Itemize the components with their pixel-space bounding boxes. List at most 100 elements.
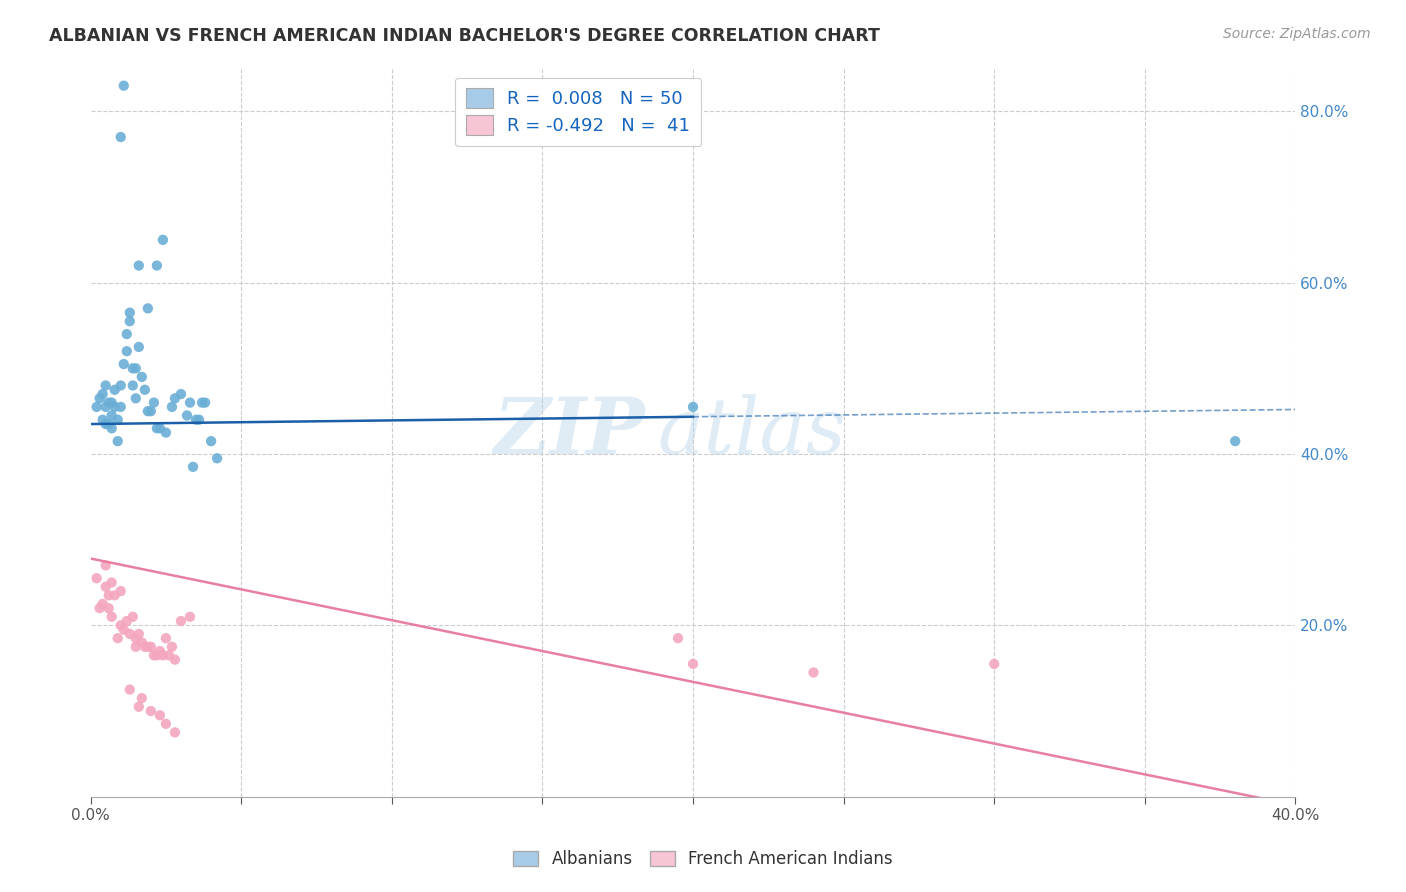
Point — [149, 708, 172, 723]
Point — [125, 640, 148, 654]
Point — [100, 395, 122, 409]
Point — [112, 623, 135, 637]
Point — [118, 314, 141, 328]
Point — [91, 597, 114, 611]
Point — [152, 648, 174, 663]
Point — [200, 434, 222, 449]
Point — [94, 400, 117, 414]
Point — [803, 665, 825, 680]
Point — [107, 631, 129, 645]
Point — [107, 413, 129, 427]
Point — [146, 648, 169, 663]
Point — [97, 417, 120, 431]
Point — [86, 400, 108, 414]
Point — [139, 404, 162, 418]
Point — [115, 327, 138, 342]
Point — [104, 400, 127, 414]
Point — [179, 609, 201, 624]
Point — [112, 357, 135, 371]
Point — [155, 631, 177, 645]
Point — [131, 370, 153, 384]
Point — [125, 361, 148, 376]
Point — [104, 588, 127, 602]
Point — [128, 259, 150, 273]
Point — [128, 627, 150, 641]
Point — [97, 601, 120, 615]
Point — [155, 717, 177, 731]
Point — [176, 409, 198, 423]
Point — [157, 648, 180, 663]
Point — [91, 387, 114, 401]
Point — [139, 704, 162, 718]
Point — [146, 259, 169, 273]
Point — [142, 395, 165, 409]
Point — [94, 558, 117, 573]
Point — [149, 644, 172, 658]
Point — [188, 413, 211, 427]
Point — [86, 571, 108, 585]
Point — [100, 409, 122, 423]
Point — [170, 614, 193, 628]
Point — [128, 340, 150, 354]
Point — [125, 392, 148, 406]
Point — [97, 395, 120, 409]
Point — [94, 417, 117, 431]
Point — [149, 421, 172, 435]
Point — [115, 614, 138, 628]
Text: atlas: atlas — [657, 394, 845, 471]
Legend: R =  0.008   N = 50, R = -0.492   N =  41: R = 0.008 N = 50, R = -0.492 N = 41 — [456, 78, 702, 146]
Point — [94, 580, 117, 594]
Point — [131, 635, 153, 649]
Point — [121, 609, 143, 624]
Point — [100, 421, 122, 435]
Point — [104, 383, 127, 397]
Point — [181, 459, 204, 474]
Point — [163, 652, 186, 666]
Point — [131, 691, 153, 706]
Point — [184, 413, 207, 427]
Point — [115, 344, 138, 359]
Point — [118, 306, 141, 320]
Point — [91, 413, 114, 427]
Point — [136, 301, 159, 316]
Text: ALBANIAN VS FRENCH AMERICAN INDIAN BACHELOR'S DEGREE CORRELATION CHART: ALBANIAN VS FRENCH AMERICAN INDIAN BACHE… — [49, 27, 880, 45]
Point — [128, 699, 150, 714]
Point — [136, 640, 159, 654]
Point — [136, 404, 159, 418]
Point — [682, 657, 704, 671]
Point — [110, 378, 132, 392]
Point — [152, 233, 174, 247]
Point — [100, 609, 122, 624]
Point — [118, 682, 141, 697]
Point — [191, 395, 214, 409]
Point — [163, 725, 186, 739]
Point — [97, 588, 120, 602]
Point — [1225, 434, 1247, 449]
Point — [110, 400, 132, 414]
Point — [89, 601, 111, 615]
Point — [155, 425, 177, 440]
Point — [170, 387, 193, 401]
Point — [121, 378, 143, 392]
Point — [194, 395, 217, 409]
Point — [666, 631, 689, 645]
Point — [94, 378, 117, 392]
Point — [163, 392, 186, 406]
Legend: Albanians, French American Indians: Albanians, French American Indians — [506, 844, 900, 875]
Point — [139, 640, 162, 654]
Point — [110, 130, 132, 145]
Point — [118, 627, 141, 641]
Point — [179, 395, 201, 409]
Text: ZIP: ZIP — [494, 394, 645, 471]
Point — [112, 78, 135, 93]
Point — [142, 648, 165, 663]
Point — [134, 640, 156, 654]
Point — [205, 451, 228, 466]
Point — [107, 434, 129, 449]
Point — [125, 631, 148, 645]
Point — [160, 400, 183, 414]
Point — [110, 618, 132, 632]
Point — [89, 392, 111, 406]
Point — [100, 575, 122, 590]
Point — [682, 400, 704, 414]
